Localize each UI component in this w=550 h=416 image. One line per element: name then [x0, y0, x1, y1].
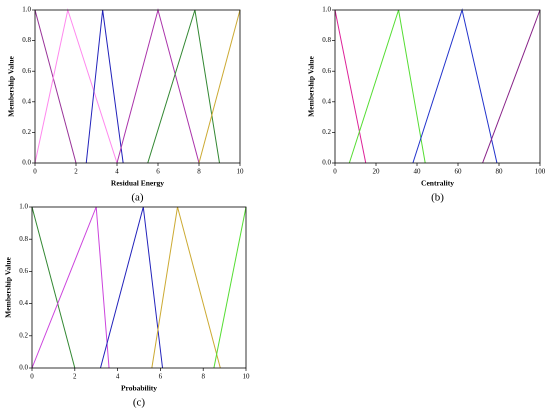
x-tick-label: 4: [115, 168, 119, 176]
series-line: [99, 206, 164, 369]
y-tick-label: 0.8: [19, 235, 28, 243]
y-tick-label: 0.6: [322, 67, 331, 75]
x-tick-label: 2: [73, 373, 77, 381]
y-tick-label: 1.0: [322, 6, 331, 14]
y-tick-label: 0.2: [22, 128, 31, 136]
y-tick-label: 0.4: [19, 299, 28, 307]
x-axis-label: Residual Energy: [111, 179, 164, 188]
y-tick-label: 0.2: [322, 128, 331, 136]
y-tick-label: 0.6: [19, 267, 28, 275]
panel-label: (a): [131, 192, 144, 204]
y-tick-label: 1.0: [19, 203, 28, 211]
x-tick-label: 0: [30, 373, 34, 381]
y-tick-label: 0.0: [22, 159, 31, 167]
y-axis-label: Membership Value: [307, 56, 316, 117]
plot-frame: [31, 206, 247, 369]
x-tick-label: 80: [496, 168, 504, 176]
x-tick-label: 4: [116, 373, 120, 381]
series-line: [31, 206, 110, 369]
plot-frame: [34, 9, 241, 164]
series-line: [34, 9, 77, 164]
x-tick-label: 10: [237, 168, 245, 176]
y-axis-label: Membership Value: [4, 257, 13, 318]
y-tick-label: 0.8: [22, 36, 31, 44]
y-tick-label: 0.0: [322, 159, 331, 167]
x-tick-label: 6: [156, 168, 160, 176]
y-tick-label: 0.8: [322, 36, 331, 44]
x-tick-label: 2: [74, 168, 78, 176]
x-tick-label: 0: [333, 168, 337, 176]
series-line: [412, 8, 498, 164]
series-line: [482, 9, 541, 164]
x-tick-label: 8: [201, 373, 205, 381]
x-axis-label: Probability: [121, 384, 157, 393]
y-tick-label: 0.4: [322, 97, 331, 105]
series-line: [31, 206, 76, 369]
y-axis-label: Membership Value: [7, 56, 16, 117]
panel-label: (c): [133, 397, 146, 409]
panel-label: (b): [431, 192, 444, 204]
x-axis-label: Centrality: [421, 179, 454, 188]
x-tick-label: 10: [243, 373, 251, 381]
x-tick-label: 100: [535, 168, 546, 176]
series-line: [334, 9, 367, 164]
x-tick-label: 8: [197, 168, 201, 176]
x-tick-label: 60: [455, 168, 463, 176]
series-line: [116, 8, 200, 164]
series-line: [213, 206, 247, 369]
x-tick-label: 0: [33, 168, 37, 176]
series-line: [85, 9, 124, 164]
series-line: [34, 8, 118, 164]
y-tick-label: 0.6: [22, 67, 31, 75]
y-tick-label: 1.0: [22, 6, 31, 14]
series-line: [147, 9, 220, 164]
x-tick-label: 40: [414, 168, 422, 176]
series-line: [198, 9, 241, 164]
series-line: [151, 206, 221, 369]
y-tick-label: 0.2: [19, 331, 28, 339]
x-tick-label: 20: [373, 168, 381, 176]
x-tick-label: 6: [159, 373, 163, 381]
y-tick-label: 0.4: [22, 97, 31, 105]
plot-frame: [334, 9, 541, 164]
y-tick-label: 0.0: [19, 364, 28, 372]
